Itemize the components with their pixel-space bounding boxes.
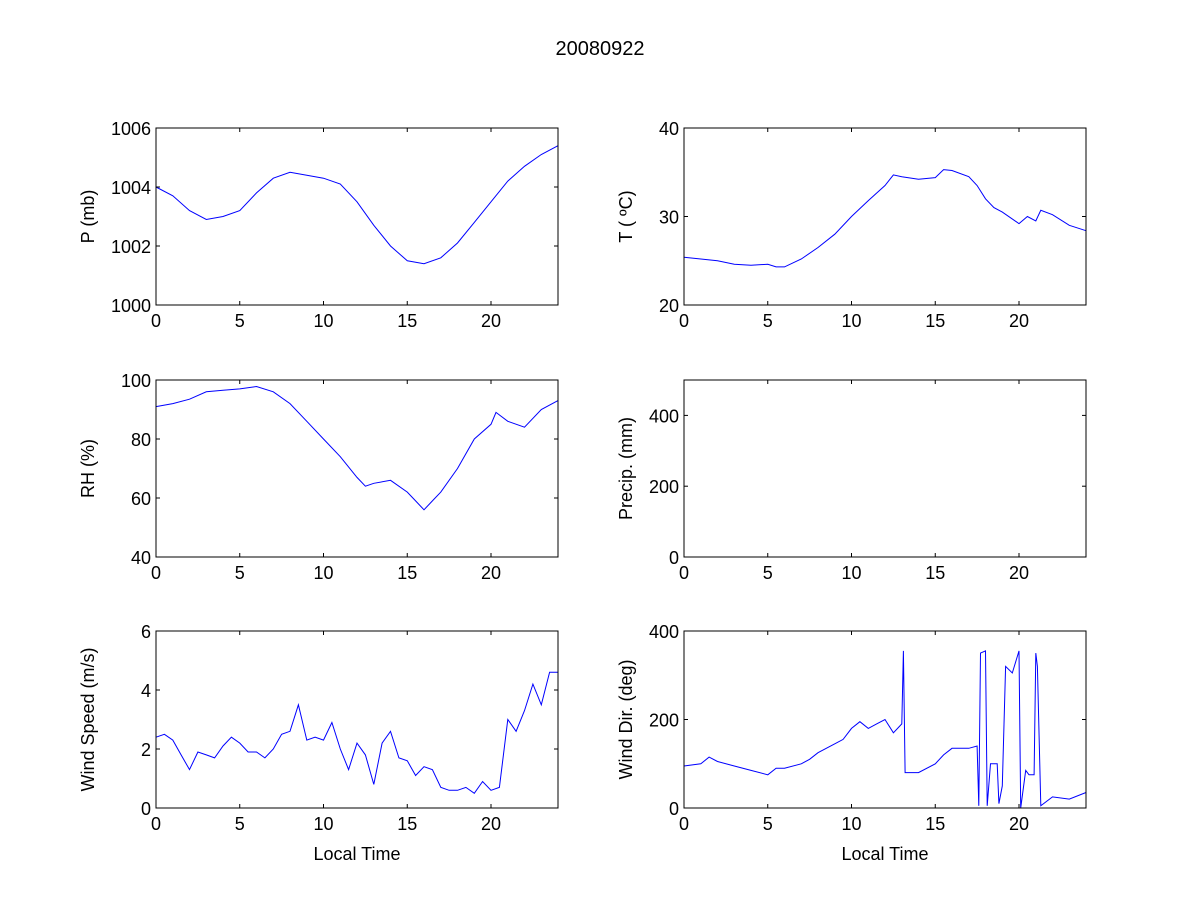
x-tick-label: 10 (841, 563, 861, 583)
y-tick-label: 60 (131, 489, 151, 509)
x-tick-label: 5 (235, 563, 245, 583)
y-tick-label: 0 (669, 799, 679, 819)
series-line-humidity (155, 385, 559, 511)
y-tick-label: 2 (141, 740, 151, 760)
x-tick-label: 10 (841, 311, 861, 331)
series-line-pressure (155, 145, 559, 265)
y-tick-label: 4 (141, 681, 151, 701)
y-tick-label: 1000 (111, 296, 151, 316)
x-tick-label: 5 (235, 814, 245, 834)
x-tick-label: 10 (841, 814, 861, 834)
x-tick-label: 20 (1009, 814, 1029, 834)
x-tick-label: 20 (1009, 311, 1029, 331)
x-tick-label: 15 (397, 563, 417, 583)
x-tick-label: 10 (313, 563, 333, 583)
x-tick-label: 0 (151, 814, 161, 834)
y-tick-label: 0 (141, 799, 151, 819)
y-axis-label: Wind Speed (m/s) (78, 647, 98, 791)
y-tick-label: 20 (659, 296, 679, 316)
y-axis-label: Wind Dir. (deg) (616, 659, 636, 779)
plot-area (684, 380, 1086, 557)
x-tick-label: 5 (763, 311, 773, 331)
x-tick-label: 15 (925, 563, 945, 583)
x-tick-label: 0 (151, 311, 161, 331)
y-tick-label: 400 (649, 406, 679, 426)
x-tick-label: 20 (1009, 563, 1029, 583)
y-tick-label: 100 (121, 371, 151, 391)
x-tick-label: 15 (925, 311, 945, 331)
x-tick-label: 0 (679, 814, 689, 834)
y-tick-label: 6 (141, 622, 151, 642)
panel-wind-speed: 0 5 10 15 20 0 2 4 6 Wind Speed (m/s) Local Time (78, 622, 559, 864)
axes-box (683, 630, 1087, 809)
y-axis-label: RH (%) (78, 439, 98, 498)
y-tick-label: 200 (649, 711, 679, 731)
y-axis-label: Precip. (mm) (616, 417, 636, 520)
axes-box (155, 127, 559, 306)
panel-pressure: 0 5 10 15 20 1000 1002 1004 1006 P (mb) (78, 119, 559, 331)
y-tick-label: 80 (131, 430, 151, 450)
x-tick-label: 20 (481, 563, 501, 583)
figure-title: 20080922 (556, 38, 645, 60)
axes-box (683, 379, 1087, 558)
x-tick-label: 0 (679, 563, 689, 583)
y-axis-label: T ( ºC) (616, 190, 636, 242)
x-tick-label: 10 (313, 311, 333, 331)
series-line-temperature (683, 169, 1087, 268)
x-tick-label: 20 (481, 311, 501, 331)
x-tick-label: 0 (679, 311, 689, 331)
x-axis-label: Local Time (313, 844, 400, 864)
y-tick-label: 400 (649, 622, 679, 642)
y-tick-label: 1006 (111, 119, 151, 139)
x-tick-label: 0 (151, 563, 161, 583)
axes-box (683, 127, 1087, 306)
x-tick-label: 5 (763, 563, 773, 583)
y-tick-label: 1004 (111, 178, 151, 198)
x-tick-label: 15 (925, 814, 945, 834)
x-tick-label: 15 (397, 311, 417, 331)
x-axis-label: Local Time (841, 844, 928, 864)
y-tick-label: 40 (131, 548, 151, 568)
series-line-wind-speed (155, 671, 558, 794)
y-tick-label: 200 (649, 477, 679, 497)
axes-box (155, 379, 559, 558)
plot-area (156, 631, 558, 808)
x-tick-label: 5 (763, 814, 773, 834)
plot-area (684, 128, 1086, 305)
x-tick-label: 15 (397, 814, 417, 834)
y-tick-label: 0 (669, 548, 679, 568)
y-axis-label: P (mb) (78, 190, 98, 244)
y-tick-label: 30 (659, 208, 679, 228)
x-tick-label: 5 (235, 311, 245, 331)
axes-box (155, 630, 559, 809)
plot-area (156, 380, 558, 557)
panel-temperature: 0 5 10 15 20 20 30 40 T ( ºC) (616, 119, 1087, 331)
series-line-wind-direction (683, 650, 1087, 809)
y-tick-label: 40 (659, 119, 679, 139)
panel-humidity: 0 5 10 15 20 40 60 80 100 RH (%) (78, 371, 559, 583)
plot-area (156, 128, 558, 305)
y-tick-label: 1002 (111, 237, 151, 257)
x-tick-label: 10 (313, 814, 333, 834)
x-tick-label: 20 (481, 814, 501, 834)
